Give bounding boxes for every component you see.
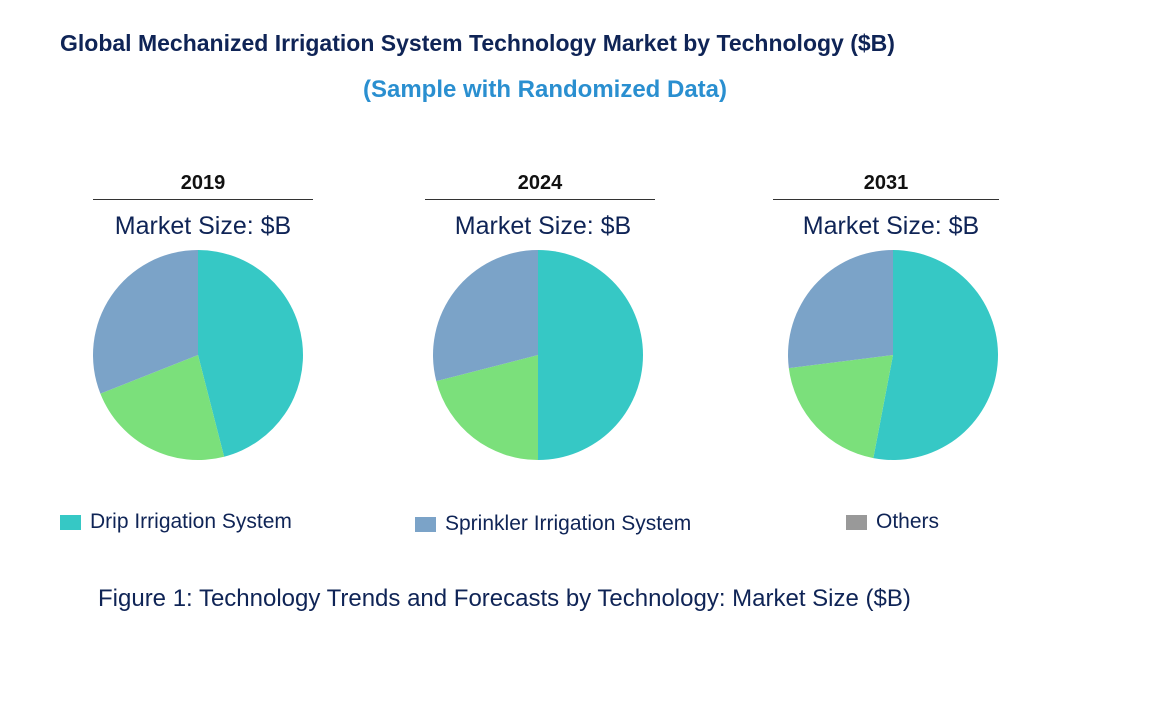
year-label-2031: 2031 [773, 172, 999, 200]
pie-slice-2019-1 [100, 355, 225, 460]
legend-item-others: Others [846, 510, 939, 534]
chart-title: Global Mechanized Irrigation System Tech… [60, 30, 895, 56]
year-label-2024: 2024 [425, 172, 655, 200]
market-size-label-2024: Market Size: $B [454, 212, 632, 240]
legend-item-sprinkler: Sprinkler Irrigation System [415, 512, 691, 536]
pie-slice-2024-0 [538, 250, 643, 460]
year-label-2019: 2019 [93, 172, 313, 200]
legend-label-drip: Drip Irrigation System [90, 510, 292, 533]
chart-subtitle: (Sample with Randomized Data) [362, 76, 728, 103]
pie-slice-2019-0 [198, 250, 304, 457]
figure-caption: Figure 1: Technology Trends and Forecast… [98, 585, 911, 612]
legend-label-sprinkler: Sprinkler Irrigation System [445, 512, 692, 535]
pie-slice-2031-2 [787, 250, 893, 369]
legend-swatch-others [846, 514, 867, 530]
pie-slice-2024-1 [436, 355, 538, 460]
pie-slice-2031-1 [788, 355, 893, 459]
legend-swatch-sprinkler [415, 516, 436, 532]
market-size-label-2031: Market Size: $B [802, 212, 980, 240]
market-size-label-2019: Market Size: $B [114, 212, 292, 240]
legend-label-others: Others [876, 510, 940, 533]
legend-swatch-drip [60, 514, 81, 530]
legend-item-drip: Drip Irrigation System [60, 510, 292, 534]
pie-slice-2024-2 [433, 250, 538, 382]
pie-slice-2019-2 [92, 250, 198, 394]
pie-slice-2031-0 [873, 250, 998, 460]
